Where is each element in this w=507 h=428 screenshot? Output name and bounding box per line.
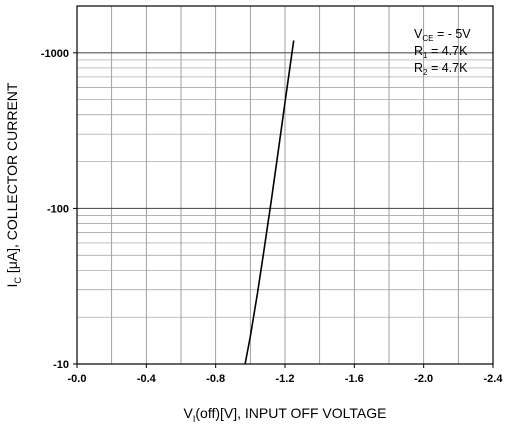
series-layer: [244, 40, 295, 365]
x-tick-label: -0.8: [206, 373, 225, 385]
y-label-rest: [μA], COLLECTOR CURRENT: [4, 82, 20, 277]
x-tick-label: -1.6: [345, 373, 364, 385]
x-label-sub: I: [193, 414, 196, 424]
condition-annotation: R1 = 4.7K: [414, 44, 468, 60]
annotation-sub: 2: [423, 68, 428, 77]
annotation-main: V: [414, 27, 423, 41]
x-axis-label: VI(off)[V], INPUT OFF VOLTAGE: [184, 405, 387, 424]
y-label-sub: C: [13, 277, 23, 284]
y-tick-label: -100: [47, 203, 69, 215]
y-label-main: I: [4, 284, 20, 288]
x-tick-label: -0.4: [137, 373, 157, 385]
annotation-value: = 4.7K: [427, 44, 468, 58]
annotation-sub: CE: [422, 34, 433, 43]
x-tick-label: -2.0: [414, 373, 433, 385]
grid: [77, 6, 493, 364]
condition-annotation: R2 = 4.7K: [414, 61, 468, 77]
y-tick-label: -1000: [41, 48, 69, 60]
x-tick-label: -0.0: [68, 373, 87, 385]
annotation-value: = - 5V: [433, 27, 471, 41]
condition-annotation: VCE = - 5V: [414, 27, 471, 43]
x-label-main: V: [184, 405, 194, 421]
x-tick-label: -1.2: [276, 373, 295, 385]
x-tick-label: -2.4: [484, 373, 504, 385]
series-line: [244, 40, 295, 365]
y-axis-label: IC [μA], COLLECTOR CURRENT: [4, 82, 23, 287]
annotation-sub: 1: [423, 51, 428, 60]
ticks: -0.0 -0.4 -0.8 -1.2 -1.6 -2.0 -2.4 -10 -100 -1000: [41, 48, 503, 385]
annotation-main: R: [414, 44, 423, 58]
y-tick-label: -10: [53, 359, 69, 371]
annotation-main: R: [414, 61, 423, 75]
x-label-rest: (off)[V], INPUT OFF VOLTAGE: [195, 405, 386, 421]
annotation-value: = 4.7K: [427, 61, 468, 75]
